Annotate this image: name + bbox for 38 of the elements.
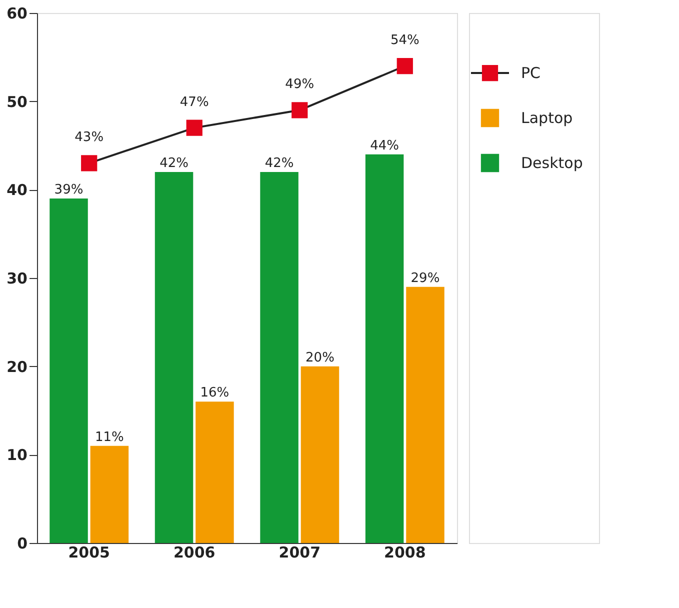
data-label: 54%: [390, 33, 420, 48]
y-tick-label: 60: [6, 4, 28, 22]
data-label: 11%: [95, 430, 124, 445]
point: [81, 155, 98, 172]
y-tick-label: 50: [6, 92, 28, 111]
x-tick-label: 2008: [384, 544, 426, 562]
legend-label: Laptop: [521, 109, 573, 127]
point: [396, 58, 413, 74]
bar: [50, 198, 88, 543]
data-label: 49%: [285, 77, 314, 92]
y-tick-label: 20: [6, 358, 28, 376]
bar: [406, 286, 444, 543]
bar: [196, 402, 234, 543]
point: [292, 102, 308, 118]
data-label: 16%: [200, 386, 230, 401]
bar: [90, 446, 129, 543]
y-tick-label: 30: [6, 270, 28, 288]
x-tick-label: 2006: [173, 544, 216, 562]
x-tick-label: 2005: [68, 544, 110, 562]
data-label: 39%: [54, 182, 84, 198]
data-label: 42%: [264, 156, 294, 171]
data-label: 44%: [370, 138, 399, 154]
bar: [365, 154, 404, 543]
bar: [260, 172, 298, 543]
y-tick-label: 10: [6, 446, 28, 464]
data-label: 29%: [410, 270, 440, 286]
point: [186, 120, 202, 136]
data-label: 47%: [180, 94, 209, 110]
legend-label: PC: [521, 64, 541, 82]
y-tick-label: 0: [17, 534, 28, 552]
bar: [154, 172, 194, 543]
y-tick-label: 40: [6, 181, 28, 200]
data-label: 20%: [306, 350, 334, 366]
data-label: 43%: [74, 130, 104, 146]
bar: [300, 366, 340, 543]
data-label: 42%: [160, 156, 188, 171]
x-tick-label: 2007: [278, 544, 321, 562]
legend-label: Desktop: [521, 154, 583, 172]
